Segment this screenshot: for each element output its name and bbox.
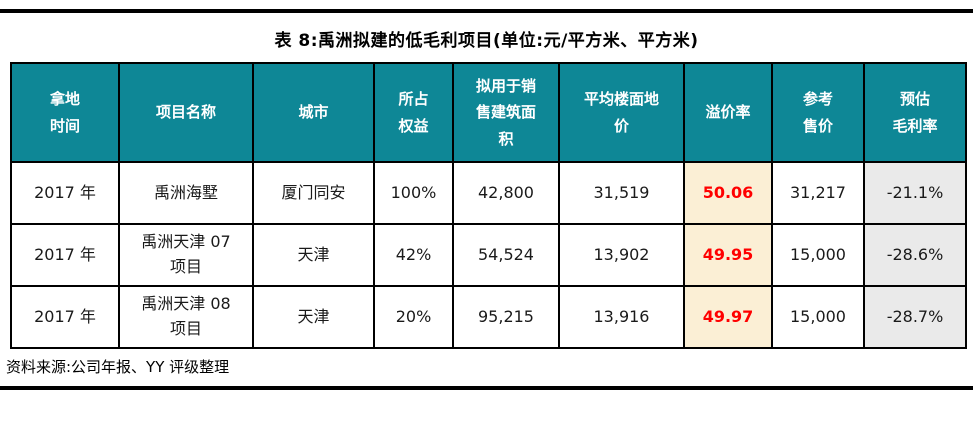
col-header-saleable-area: 拟用于销 售建筑面 积: [452, 62, 560, 163]
cell-avg-floor-price: 13,902: [558, 223, 685, 287]
cell-reference-price: 31,217: [771, 161, 865, 225]
cell-est-gross-margin: -28.7%: [863, 285, 967, 349]
col-header-reference-price: 参考 售价: [771, 62, 865, 163]
source-note: 资料来源:公司年报、YY 评级整理: [6, 358, 230, 376]
table-title: 表 8:禹洲拟建的低毛利项目(单位:元/平方米、平方米): [274, 31, 699, 51]
col-header-city: 城市: [252, 62, 375, 163]
col-header-est-gross-margin: 预估 毛利率: [863, 62, 967, 163]
cell-saleable-area: 54,524: [452, 223, 560, 287]
report-table-figure: 表 8:禹洲拟建的低毛利项目(单位:元/平方米、平方米) 拿地 时间 项目名称 …: [0, 9, 973, 390]
cell-premium-rate: 49.95: [683, 223, 773, 287]
cell-equity-share: 42%: [373, 223, 454, 287]
cell-city: 厦门同安: [252, 161, 375, 225]
cell-avg-floor-price: 13,916: [558, 285, 685, 349]
cell-est-gross-margin: -28.6%: [863, 223, 967, 287]
cell-premium-rate: 49.97: [683, 285, 773, 349]
cell-reference-price: 15,000: [771, 223, 865, 287]
cell-est-gross-margin: -21.1%: [863, 161, 967, 225]
table-row: 2017 年 禹洲海墅 厦门同安 100% 42,800 31,519 50.0…: [10, 161, 967, 225]
cell-city: 天津: [252, 285, 375, 349]
col-header-premium-rate: 溢价率: [683, 62, 773, 163]
cell-saleable-area: 42,800: [452, 161, 560, 225]
top-divider: [0, 9, 973, 13]
cell-land-date: 2017 年: [10, 161, 120, 225]
cell-project-name: 禹洲天津 08 项目: [118, 285, 254, 349]
cell-saleable-area: 95,215: [452, 285, 560, 349]
table-row: 2017 年 禹洲天津 07 项目 天津 42% 54,524 13,902 4…: [10, 223, 967, 287]
bottom-divider: [0, 386, 973, 390]
cell-city: 天津: [252, 223, 375, 287]
cell-avg-floor-price: 31,519: [558, 161, 685, 225]
low-margin-projects-table: 拿地 时间 项目名称 城市 所占 权益 拟用于销 售建筑面 积 平均楼面地 价 …: [10, 62, 967, 349]
cell-premium-rate: 50.06: [683, 161, 773, 225]
cell-land-date: 2017 年: [10, 285, 120, 349]
table-row: 2017 年 禹洲天津 08 项目 天津 20% 95,215 13,916 4…: [10, 285, 967, 349]
cell-land-date: 2017 年: [10, 223, 120, 287]
cell-project-name: 禹洲天津 07 项目: [118, 223, 254, 287]
col-header-avg-floor-price: 平均楼面地 价: [558, 62, 685, 163]
header-row: 拿地 时间 项目名称 城市 所占 权益 拟用于销 售建筑面 积 平均楼面地 价 …: [10, 62, 967, 163]
cell-equity-share: 100%: [373, 161, 454, 225]
col-header-land-date: 拿地 时间: [10, 62, 120, 163]
cell-project-name: 禹洲海墅: [118, 161, 254, 225]
cell-equity-share: 20%: [373, 285, 454, 349]
cell-reference-price: 15,000: [771, 285, 865, 349]
col-header-equity-share: 所占 权益: [373, 62, 454, 163]
col-header-project-name: 项目名称: [118, 62, 254, 163]
